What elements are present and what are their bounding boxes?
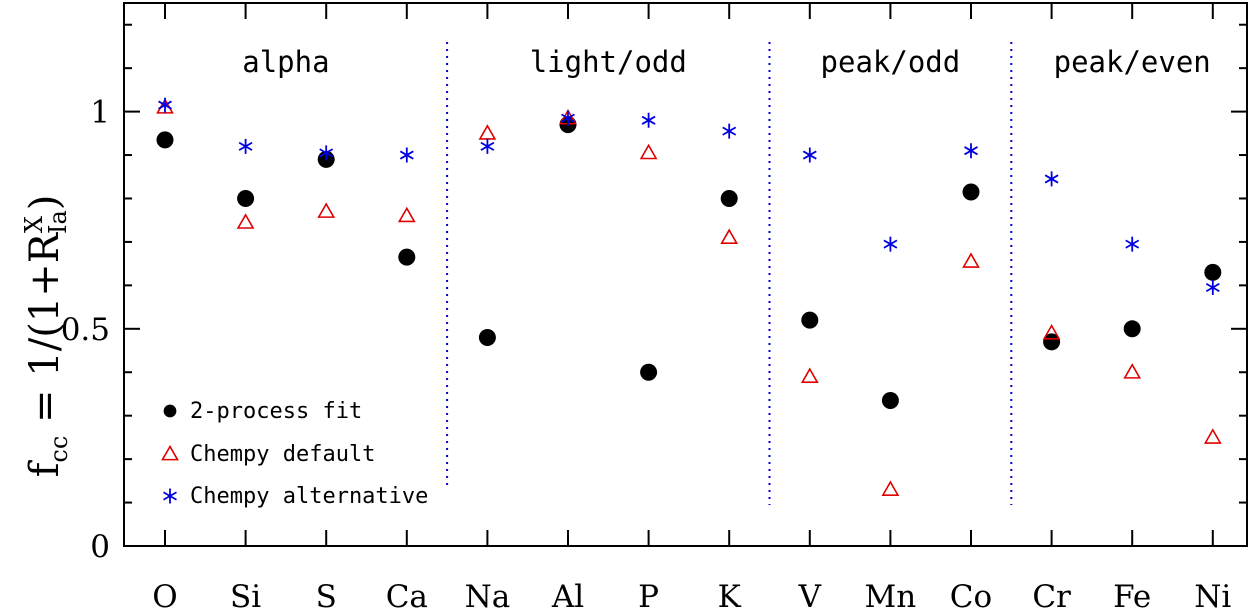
point-asterisk bbox=[641, 112, 656, 128]
y-tick-label: 0 bbox=[90, 529, 110, 565]
legend-marker-circle bbox=[163, 404, 177, 418]
point-asterisk bbox=[1125, 236, 1140, 252]
point-circle bbox=[1204, 263, 1222, 281]
x-tick-label: Si bbox=[230, 579, 261, 615]
ylabel-sub: Ia bbox=[44, 210, 72, 234]
x-tick-label: S bbox=[316, 579, 337, 615]
point-asterisk bbox=[1044, 171, 1059, 187]
y-tick-label: 0.5 bbox=[61, 312, 110, 348]
y-tick-label: 1 bbox=[90, 95, 110, 131]
y-axis-label: fcc = 1/(1+RXIa) bbox=[20, 195, 73, 478]
ylabel-suffix: ) bbox=[22, 195, 68, 211]
point-asterisk bbox=[964, 143, 978, 159]
point-circle bbox=[156, 131, 174, 149]
ylabel-prefix-sub: cc bbox=[45, 436, 73, 463]
point-triangle bbox=[881, 480, 900, 496]
point-triangle bbox=[1123, 363, 1142, 379]
point-triangle bbox=[800, 367, 819, 384]
point-circle bbox=[478, 328, 496, 346]
point-triangle bbox=[236, 213, 255, 229]
point-triangle bbox=[397, 206, 416, 223]
point-circle bbox=[962, 183, 980, 201]
point-circle bbox=[640, 363, 658, 381]
group-label: peak/even bbox=[1054, 45, 1211, 79]
ylabel-prefix: f bbox=[22, 459, 68, 477]
group-label: alpha bbox=[242, 45, 329, 79]
point-asterisk bbox=[1205, 280, 1220, 296]
point-asterisk bbox=[722, 123, 737, 139]
point-asterisk bbox=[158, 97, 172, 113]
point-triangle bbox=[478, 124, 497, 140]
point-circle bbox=[237, 189, 255, 207]
x-tick-label: Co bbox=[950, 579, 992, 615]
x-tick-label: Ni bbox=[1194, 579, 1231, 615]
point-triangle bbox=[720, 228, 739, 245]
plot-area: 0 0.5 1 O Si S Ca Na Al P K V Mn Co Cr Fe Ni alpha light/o… bbox=[61, 2, 1248, 615]
group-label: light/odd bbox=[530, 45, 687, 79]
point-circle bbox=[398, 248, 416, 266]
point-triangle bbox=[1203, 428, 1222, 444]
point-circle bbox=[1123, 320, 1141, 338]
plot-frame bbox=[123, 2, 1248, 547]
x-tick-label: K bbox=[718, 579, 742, 615]
x-tick-label: V bbox=[798, 579, 822, 615]
ylabel-middle: = 1/(1+R bbox=[22, 231, 68, 435]
point-circle bbox=[801, 311, 819, 329]
x-tick-label: Cr bbox=[1032, 579, 1071, 615]
x-tick-label: Ca bbox=[386, 579, 428, 615]
x-tick-label: O bbox=[152, 579, 177, 615]
legend-marker-asterisk bbox=[163, 488, 177, 504]
point-triangle bbox=[639, 143, 658, 160]
legend-label: Chempy alternative bbox=[190, 484, 428, 509]
x-tick-label: Mn bbox=[865, 579, 917, 615]
point-asterisk bbox=[238, 138, 253, 154]
point-asterisk bbox=[319, 145, 334, 161]
point-circle bbox=[881, 391, 899, 409]
point-asterisk bbox=[883, 236, 898, 252]
legend-label: Chempy default bbox=[190, 442, 375, 467]
point-asterisk bbox=[480, 138, 495, 154]
point-asterisk bbox=[399, 147, 414, 163]
point-triangle bbox=[1042, 324, 1061, 340]
x-tick-label: Fe bbox=[1113, 579, 1151, 615]
point-triangle bbox=[317, 202, 336, 218]
point-triangle bbox=[962, 252, 980, 268]
point-asterisk bbox=[802, 147, 817, 163]
group-label: peak/odd bbox=[821, 45, 961, 79]
point-asterisk bbox=[561, 110, 575, 126]
legend-marker-triangle bbox=[161, 444, 179, 461]
x-tick-label: P bbox=[638, 579, 659, 615]
ylabel-sup: X bbox=[20, 216, 48, 233]
point-circle bbox=[1043, 333, 1061, 351]
x-tick-label: Al bbox=[551, 579, 584, 615]
legend-label: 2-process fit bbox=[190, 399, 362, 424]
x-tick-label: Na bbox=[465, 579, 511, 615]
point-circle bbox=[720, 189, 738, 207]
